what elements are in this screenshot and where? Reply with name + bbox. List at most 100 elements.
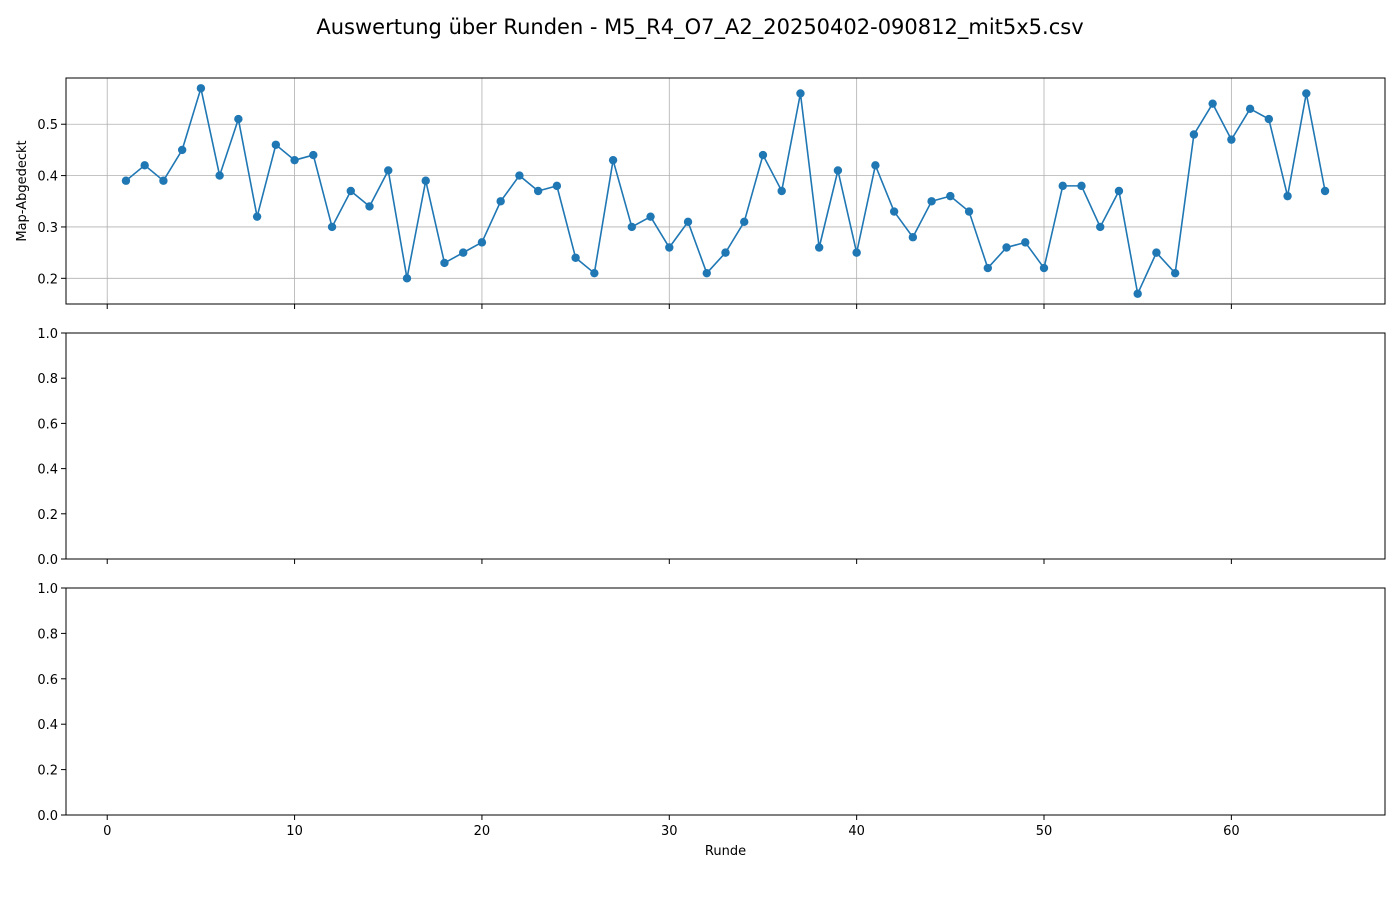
data-point: [1002, 243, 1011, 252]
y-tick-label: 0.6: [37, 673, 58, 688]
data-point: [290, 155, 299, 165]
data-point: [1039, 263, 1049, 273]
data-point: [1189, 130, 1199, 139]
y-tick-label: 0.2: [37, 764, 58, 779]
y-tick-label: 1.0: [37, 582, 58, 597]
y-axis-label: Map-Abgedeckt: [15, 140, 30, 241]
data-point: [983, 263, 993, 273]
x-tick-label: 60: [1223, 824, 1240, 839]
data-point: [1133, 289, 1142, 298]
data-point: [271, 140, 281, 149]
data-point: [1152, 248, 1161, 257]
data-point: [946, 191, 955, 201]
y-tick-label: 0.2: [37, 272, 58, 287]
data-point: [646, 212, 655, 221]
data-point: [234, 114, 243, 124]
data-point: [177, 145, 187, 155]
axes-panel-1: 0.2 0.3 0.4 0.5 Map-Abgedeckt: [15, 77, 1386, 309]
data-point: [608, 155, 618, 165]
data-point: [1245, 104, 1255, 114]
data-point: [777, 186, 786, 196]
axes-panel-3: 0 10 20 30 40 50 60 0.0 0.2 0.4 0.6 0.8 1.0 Runde: [37, 582, 1386, 859]
y-tick-label: 1.0: [37, 327, 58, 342]
data-point: [590, 268, 599, 278]
data-point: [1114, 186, 1124, 196]
y-tick-label: 0.0: [37, 809, 58, 824]
data-point: [740, 217, 749, 227]
data-point: [140, 161, 149, 170]
y-tick-label: 0.4: [37, 170, 58, 185]
data-point: [852, 248, 861, 257]
series-line: [125, 85, 1326, 297]
data-point: [814, 243, 824, 252]
data-point: [1264, 114, 1274, 124]
data-point: [1096, 222, 1105, 232]
data-point: [346, 186, 355, 196]
data-point: [440, 258, 449, 268]
x-tick-label: 0: [103, 824, 111, 839]
axes-frame: [65, 332, 1386, 560]
data-point: [1283, 191, 1292, 201]
data-point: [515, 171, 524, 180]
y-tick-label: 0.4: [37, 718, 58, 733]
data-point: [889, 207, 899, 216]
figure-title: Auswertung über Runden - M5_R4_O7_A2_202…: [316, 15, 1083, 40]
data-point: [702, 268, 711, 278]
x-tick-label: 40: [848, 824, 865, 839]
data-point: [1208, 99, 1217, 108]
axes-frame: [65, 77, 1386, 305]
axes-panel-2: 0.0 0.2 0.4 0.6 0.8 1.0: [37, 327, 1386, 568]
data-point: [571, 253, 580, 262]
data-point: [833, 166, 843, 175]
data-point: [1021, 238, 1030, 247]
x-axis-label: Runde: [705, 844, 746, 859]
data-point: [533, 186, 543, 196]
data-point: [721, 248, 730, 257]
data-point: [1170, 268, 1180, 278]
data-point: [309, 150, 318, 160]
data-point: [1302, 89, 1311, 98]
y-tick-label: 0.4: [37, 463, 58, 478]
data-point: [327, 222, 337, 232]
data-point: [683, 217, 693, 227]
data-point: [1077, 181, 1086, 191]
data-point: [627, 222, 637, 232]
data-point: [477, 238, 487, 247]
axes-frame: [65, 587, 1386, 816]
data-point: [196, 84, 206, 93]
y-tick-label: 0.8: [37, 372, 58, 387]
data-point: [552, 181, 562, 191]
data-point: [252, 212, 262, 221]
data-point: [402, 274, 412, 283]
data-point: [384, 166, 393, 175]
data-point: [796, 89, 805, 98]
data-point: [1058, 181, 1067, 191]
data-point: [421, 176, 430, 185]
data-point: [365, 202, 374, 211]
data-point: [908, 233, 918, 242]
data-point: [665, 243, 674, 252]
data-point: [927, 197, 936, 206]
data-point: [458, 248, 468, 257]
data-point: [1320, 186, 1330, 196]
y-tick-label: 0.2: [37, 508, 58, 523]
x-tick-label: 30: [661, 824, 678, 839]
y-tick-label: 0.5: [37, 118, 58, 133]
data-point: [159, 176, 168, 185]
y-tick-label: 0.0: [37, 553, 58, 568]
y-tick-label: 0.3: [37, 221, 58, 236]
data-point: [215, 171, 224, 180]
y-tick-label: 0.6: [37, 417, 58, 432]
x-tick-label: 10: [286, 824, 303, 839]
data-point: [1227, 135, 1236, 144]
data-point: [758, 150, 768, 160]
data-point: [121, 176, 131, 185]
data-point: [871, 161, 880, 170]
data-point: [496, 197, 505, 206]
x-tick-label: 20: [474, 824, 491, 839]
x-tick-label: 50: [1036, 824, 1053, 839]
data-point: [964, 207, 974, 216]
y-tick-label: 0.8: [37, 627, 58, 642]
axes-group: 0.2 0.3 0.4 0.5 Map-Abgedeckt 0.0 0.2 0.4 0.6 0.8…: [15, 77, 1386, 859]
